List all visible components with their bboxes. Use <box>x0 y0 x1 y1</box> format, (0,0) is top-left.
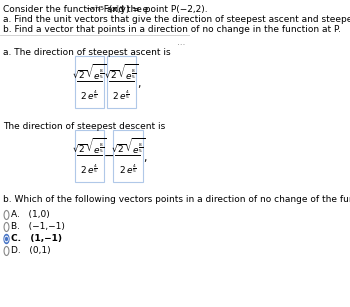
Text: C.   (1,−1): C. (1,−1) <box>11 235 62 243</box>
Text: ,: , <box>144 153 147 163</box>
Text: b. Find a vector that points in a direction of no change in the function at P.: b. Find a vector that points in a direct… <box>3 25 341 34</box>
Text: $2\,e^{\frac{4}{5}}$: $2\,e^{\frac{4}{5}}$ <box>80 88 98 102</box>
Text: $\sqrt{2}\sqrt{e^{\frac{8}{5}}}$: $\sqrt{2}\sqrt{e^{\frac{8}{5}}}$ <box>111 137 145 155</box>
Circle shape <box>6 237 7 241</box>
Text: $\sqrt{2}\sqrt{e^{\frac{8}{5}}}$: $\sqrt{2}\sqrt{e^{\frac{8}{5}}}$ <box>72 137 107 155</box>
Text: and the point P(−2,2).: and the point P(−2,2). <box>107 5 208 14</box>
Text: a. Find the unit vectors that give the direction of steepest ascent and steepest: a. Find the unit vectors that give the d… <box>3 15 350 24</box>
Text: ⋯: ⋯ <box>177 40 186 49</box>
Circle shape <box>4 223 9 231</box>
Text: $\sqrt{2}\sqrt{e^{\frac{8}{5}}}$: $\sqrt{2}\sqrt{e^{\frac{8}{5}}}$ <box>104 63 139 81</box>
Text: $2\,e^{\frac{4}{5}}$: $2\,e^{\frac{4}{5}}$ <box>112 88 131 102</box>
Text: A.   (1,0): A. (1,0) <box>11 211 50 220</box>
Text: D.   (0,1): D. (0,1) <box>11 247 51 255</box>
Text: B.   (−1,−1): B. (−1,−1) <box>11 223 65 231</box>
Text: ,: , <box>137 79 141 89</box>
Circle shape <box>5 236 8 242</box>
Text: $2\,e^{\frac{4}{5}}$: $2\,e^{\frac{4}{5}}$ <box>80 162 98 176</box>
FancyBboxPatch shape <box>75 56 104 108</box>
Text: $\sqrt{2}\sqrt{e^{\frac{8}{5}}}$: $\sqrt{2}\sqrt{e^{\frac{8}{5}}}$ <box>72 63 107 81</box>
FancyBboxPatch shape <box>113 130 142 182</box>
Text: −: − <box>104 150 114 162</box>
Circle shape <box>4 235 9 243</box>
Circle shape <box>4 247 9 255</box>
FancyBboxPatch shape <box>75 130 104 182</box>
Text: Consider the function F(x,y) = e: Consider the function F(x,y) = e <box>3 5 148 14</box>
Circle shape <box>4 211 9 220</box>
Text: The direction of steepest descent is: The direction of steepest descent is <box>3 122 165 131</box>
Text: a. The direction of steepest ascent is: a. The direction of steepest ascent is <box>3 48 170 57</box>
FancyBboxPatch shape <box>107 56 136 108</box>
Text: $^{-x^2/5-y^2/5}$: $^{-x^2/5-y^2/5}$ <box>85 5 126 14</box>
Text: $2\,e^{\frac{4}{5}}$: $2\,e^{\frac{4}{5}}$ <box>119 162 137 176</box>
Text: b. Which of the following vectors points in a direction of no change of the func: b. Which of the following vectors points… <box>3 195 350 204</box>
